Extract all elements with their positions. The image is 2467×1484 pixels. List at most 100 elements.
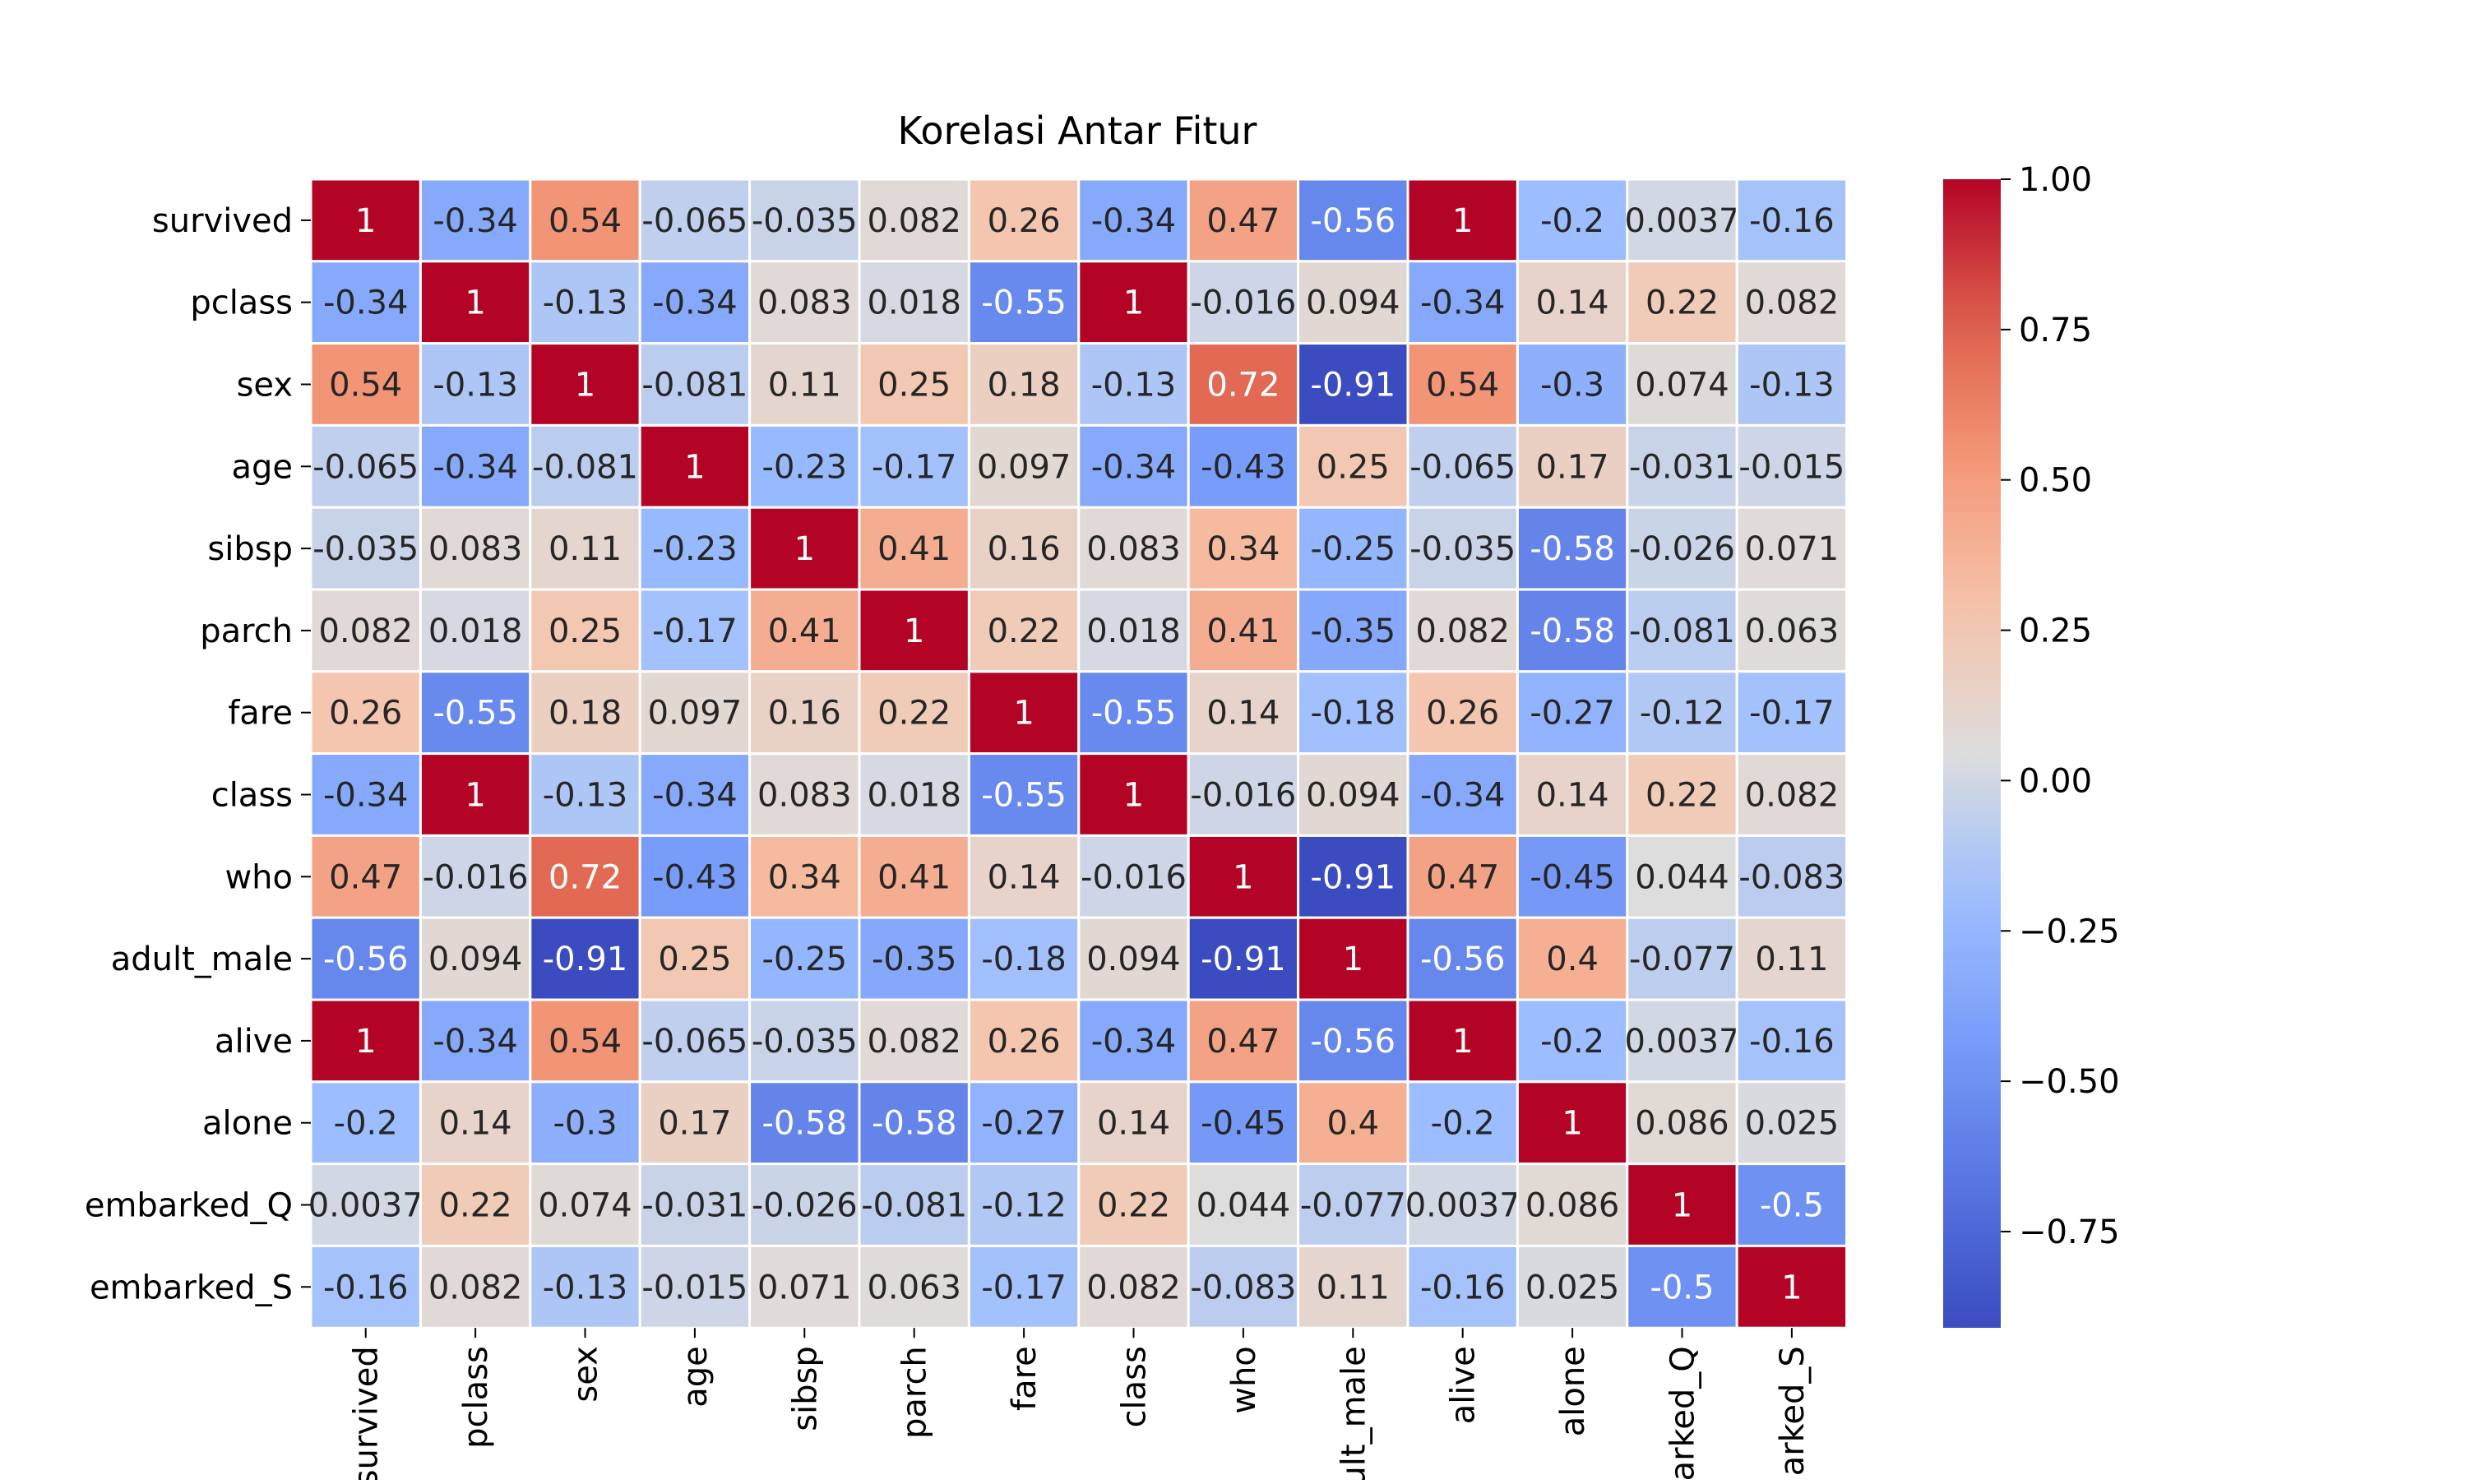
cell-annotation: 0.18 — [548, 695, 622, 733]
cell-annotation: 0.082 — [1745, 777, 1840, 815]
heatmap-cell — [309, 342, 422, 427]
column-label: arked_Q — [1664, 1346, 1702, 1480]
heatmap-cell — [419, 916, 532, 1001]
heatmap-cell — [419, 834, 532, 919]
cell-annotation: -0.34 — [323, 777, 409, 815]
cell-annotation: -0.015 — [641, 1269, 748, 1306]
heatmap-cell — [419, 752, 532, 837]
cell-annotation: 0.16 — [988, 530, 1061, 568]
cell-annotation: -0.23 — [762, 448, 848, 486]
heatmap-cell — [638, 1080, 752, 1166]
cell-annotation: 0.044 — [1635, 858, 1729, 896]
colorbar-tick-label: −0.25 — [2019, 913, 2120, 950]
heatmap-cell — [309, 834, 422, 919]
cell-annotation: 0.0037 — [1625, 1023, 1740, 1061]
cell-annotation: 1 — [1233, 858, 1253, 896]
cell-annotation: -0.91 — [1311, 367, 1396, 405]
cell-annotation: -0.34 — [433, 1023, 518, 1061]
cell-annotation: 0.025 — [1745, 1105, 1840, 1143]
colorbar-tick-label: 1.00 — [2019, 161, 2092, 199]
cell-annotation: -0.17 — [981, 1269, 1067, 1306]
cell-annotation: 1 — [1013, 695, 1034, 733]
cell-annotation: 0.094 — [1086, 941, 1181, 978]
cell-annotation: 0.34 — [1206, 530, 1280, 568]
cell-annotation: -0.065 — [312, 448, 419, 486]
cell-annotation: 0.4 — [1326, 1105, 1379, 1143]
cell-annotation: -0.43 — [652, 858, 738, 896]
heatmap-cell — [309, 916, 422, 1001]
cell-annotation: 0.083 — [757, 284, 852, 322]
heatmap-cell — [1187, 260, 1300, 345]
cell-annotation: -0.035 — [752, 202, 858, 240]
cell-annotation: 0.22 — [1645, 777, 1719, 815]
heatmap-cell — [1297, 178, 1409, 263]
heatmap-cell — [1626, 998, 1738, 1084]
heatmap-cell — [1735, 1080, 1849, 1166]
cell-annotation: 0.083 — [1086, 530, 1181, 568]
cell-annotation: 1 — [1452, 202, 1473, 240]
cell-annotation: 0.063 — [867, 1269, 961, 1306]
heatmap-cell — [529, 506, 641, 591]
row-label: fare — [228, 695, 293, 733]
cell-annotation: 0.086 — [1635, 1105, 1729, 1143]
heatmap-cell — [638, 423, 752, 509]
heatmap-cell — [1735, 178, 1849, 263]
cell-annotation: -0.23 — [652, 530, 738, 568]
cell-annotation: -0.5 — [1650, 1269, 1714, 1306]
cell-annotation: -0.065 — [641, 1023, 748, 1061]
heatmap-cell — [309, 670, 422, 756]
cell-annotation: 0.082 — [1415, 613, 1510, 650]
cell-annotation: 0.094 — [1306, 777, 1400, 815]
cell-annotation: 0.14 — [1536, 284, 1609, 322]
heatmap-cell — [967, 916, 1081, 1001]
chart-title: Korelasi Antar Fitur — [898, 109, 1257, 153]
cell-annotation: -0.026 — [752, 1187, 858, 1225]
heatmap-cell — [419, 260, 532, 345]
heatmap-cell — [419, 506, 532, 591]
heatmap-cell — [1406, 342, 1519, 427]
cell-annotation: -0.16 — [323, 1269, 409, 1306]
heatmap-cell — [1077, 998, 1190, 1084]
heatmap-cell — [1187, 834, 1300, 919]
cell-annotation: -0.5 — [1760, 1187, 1824, 1225]
heatmap-cell — [1735, 260, 1849, 345]
cell-annotation: 0.4 — [1546, 941, 1599, 978]
cell-annotation: -0.34 — [433, 202, 518, 240]
cell-annotation: 0.47 — [1206, 202, 1280, 240]
cell-annotation: 0.25 — [658, 941, 731, 978]
cell-annotation: -0.55 — [433, 695, 518, 733]
heatmap-cell — [1187, 752, 1300, 837]
cell-annotation: 1 — [684, 448, 705, 486]
cell-annotation: -0.56 — [1311, 1023, 1396, 1061]
cell-annotation: 0.18 — [988, 367, 1061, 405]
cell-annotation: -0.58 — [762, 1105, 848, 1143]
cell-annotation: 0.26 — [1426, 695, 1499, 733]
cell-annotation: -0.3 — [553, 1105, 617, 1143]
cell-annotation: 1 — [1123, 777, 1144, 815]
cell-annotation: 0.083 — [428, 530, 523, 568]
heatmap-cell — [1626, 752, 1738, 837]
heatmap-cell — [1626, 178, 1738, 263]
cell-annotation: 0.0037 — [1625, 202, 1740, 240]
heatmap-cell — [1735, 506, 1849, 591]
heatmap-cell — [1735, 670, 1849, 756]
cell-annotation: 0.083 — [757, 777, 852, 815]
cell-annotation: -0.13 — [433, 367, 518, 405]
cell-annotation: 0.41 — [877, 530, 951, 568]
heatmap-cell — [638, 1244, 752, 1329]
cell-annotation: -0.18 — [981, 941, 1067, 978]
cell-annotation: 0.082 — [867, 1023, 961, 1061]
heatmap-cell — [309, 1244, 422, 1329]
heatmap-cell — [1626, 834, 1738, 919]
cell-annotation: -0.45 — [1201, 1105, 1286, 1143]
cell-annotation: -0.58 — [1530, 530, 1615, 568]
cell-annotation: -0.27 — [981, 1105, 1067, 1143]
cell-annotation: -0.55 — [981, 284, 1067, 322]
cell-annotation: 0.097 — [648, 695, 743, 733]
cell-annotation: -0.56 — [323, 941, 409, 978]
heatmap-cell — [1406, 1163, 1519, 1247]
cell-annotation: 0.082 — [318, 613, 413, 650]
cell-annotation: 1 — [1562, 1105, 1582, 1143]
cell-annotation: -0.34 — [652, 284, 738, 322]
